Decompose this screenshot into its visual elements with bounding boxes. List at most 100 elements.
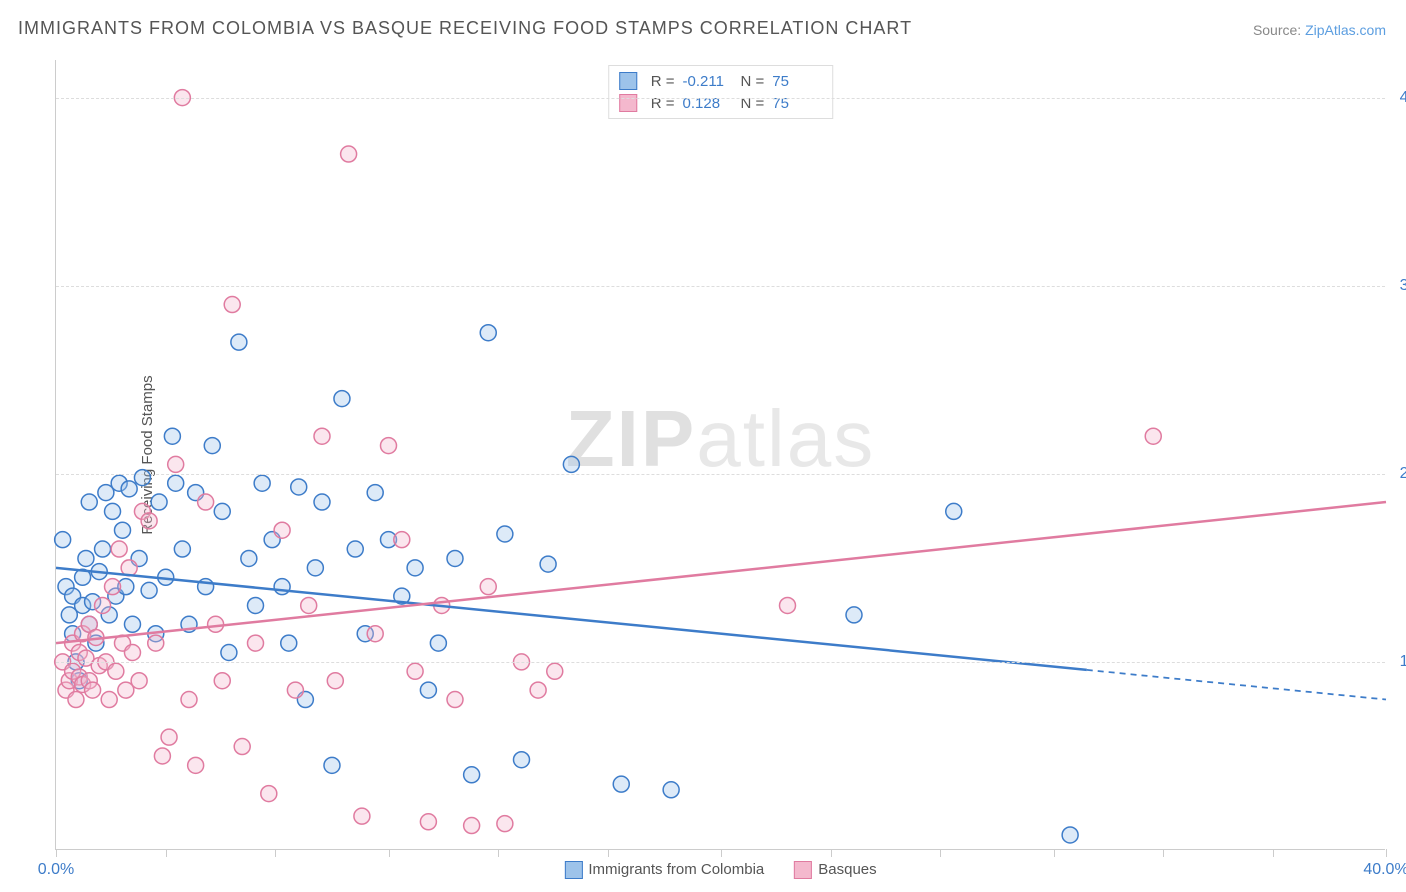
data-point	[407, 560, 423, 576]
data-point	[347, 541, 363, 557]
x-tick	[1273, 849, 1274, 857]
data-point	[161, 729, 177, 745]
data-point	[168, 456, 184, 472]
data-point	[420, 682, 436, 698]
data-point	[55, 532, 71, 548]
data-point	[420, 814, 436, 830]
data-point	[124, 616, 140, 632]
data-point	[124, 645, 140, 661]
data-point	[85, 682, 101, 698]
data-point	[248, 635, 264, 651]
data-point	[447, 550, 463, 566]
data-point	[540, 556, 556, 572]
data-point	[111, 541, 127, 557]
data-point	[464, 767, 480, 783]
data-point	[334, 391, 350, 407]
series-legend: Immigrants from Colombia Basques	[564, 861, 876, 879]
data-point	[234, 739, 250, 755]
data-point	[141, 513, 157, 529]
data-point	[141, 582, 157, 598]
data-point	[480, 325, 496, 341]
data-point	[291, 479, 307, 495]
data-point	[214, 503, 230, 519]
n-value: 75	[772, 73, 822, 90]
x-tick-label: 40.0%	[1363, 861, 1406, 879]
x-tick	[940, 849, 941, 857]
data-point	[254, 475, 270, 491]
legend-row: R = -0.211 N = 75	[619, 70, 823, 92]
chart-svg	[56, 60, 1385, 849]
x-tick	[1386, 849, 1387, 857]
data-point	[327, 673, 343, 689]
data-point	[68, 692, 84, 708]
data-point	[121, 481, 137, 497]
data-point	[324, 757, 340, 773]
trend-line	[56, 502, 1386, 643]
data-point	[198, 494, 214, 510]
data-point	[407, 663, 423, 679]
data-point	[281, 635, 297, 651]
data-point	[95, 597, 111, 613]
data-point	[261, 786, 277, 802]
data-point	[101, 692, 117, 708]
data-point	[274, 522, 290, 538]
chart-title: IMMIGRANTS FROM COLOMBIA VS BASQUE RECEI…	[18, 18, 912, 39]
gridline	[56, 98, 1385, 99]
data-point	[367, 626, 383, 642]
data-point	[314, 428, 330, 444]
gridline	[56, 286, 1385, 287]
data-point	[241, 550, 257, 566]
r-value: -0.211	[683, 73, 733, 90]
data-point	[105, 579, 121, 595]
trend-line-extrapolated	[1087, 670, 1386, 700]
data-point	[514, 752, 530, 768]
legend-row: R =0.128N =75	[619, 92, 823, 114]
y-tick-label: 20.0%	[1389, 465, 1406, 483]
data-point	[307, 560, 323, 576]
data-point	[134, 470, 150, 486]
data-point	[148, 635, 164, 651]
data-point	[115, 522, 131, 538]
x-tick-label: 0.0%	[38, 861, 74, 879]
data-point	[105, 503, 121, 519]
data-point	[204, 438, 220, 454]
series-name: Immigrants from Colombia	[588, 861, 764, 878]
data-point	[381, 438, 397, 454]
legend-item: Basques	[794, 861, 876, 879]
data-point	[394, 532, 410, 548]
data-point	[274, 579, 290, 595]
r-label: R =	[651, 73, 675, 90]
data-point	[464, 818, 480, 834]
data-point	[430, 635, 446, 651]
data-point	[248, 597, 264, 613]
x-tick	[831, 849, 832, 857]
legend-swatch	[794, 861, 812, 879]
source-link[interactable]: ZipAtlas.com	[1305, 22, 1386, 38]
x-tick	[721, 849, 722, 857]
n-label: N =	[741, 73, 765, 90]
x-tick	[498, 849, 499, 857]
data-point	[663, 782, 679, 798]
data-point	[613, 776, 629, 792]
data-point	[95, 541, 111, 557]
legend-item: Immigrants from Colombia	[564, 861, 764, 879]
data-point	[563, 456, 579, 472]
data-point	[208, 616, 224, 632]
data-point	[846, 607, 862, 623]
data-point	[188, 757, 204, 773]
x-tick	[1054, 849, 1055, 857]
data-point	[151, 494, 167, 510]
gridline	[56, 474, 1385, 475]
data-point	[946, 503, 962, 519]
x-tick	[166, 849, 167, 857]
x-tick	[608, 849, 609, 857]
data-point	[131, 673, 147, 689]
data-point	[547, 663, 563, 679]
data-point	[780, 597, 796, 613]
data-point	[78, 550, 94, 566]
legend-swatch	[619, 72, 637, 90]
data-point	[341, 146, 357, 162]
y-tick-label: 30.0%	[1389, 277, 1406, 295]
data-point	[81, 494, 97, 510]
source-prefix: Source:	[1253, 22, 1305, 38]
